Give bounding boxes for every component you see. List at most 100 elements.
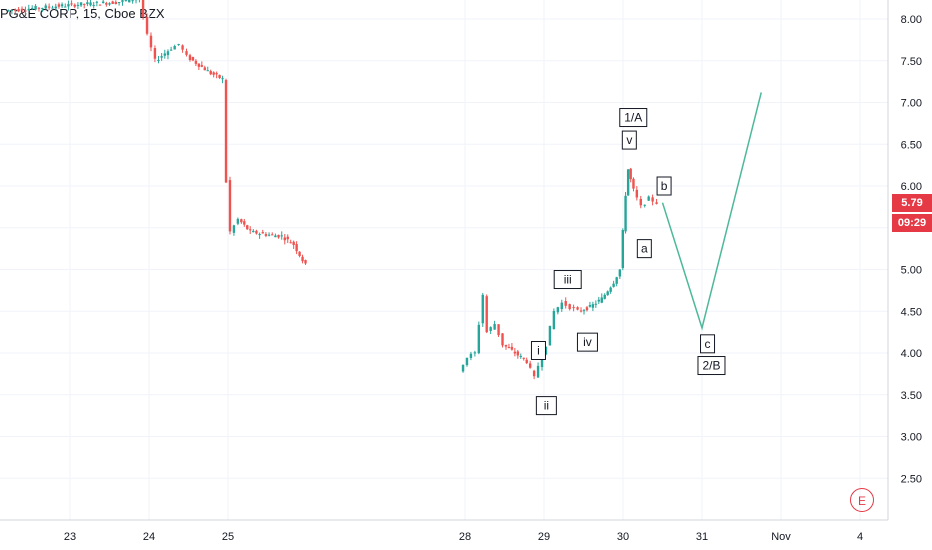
candle-body [76,4,80,6]
candle-body [461,364,465,372]
candle-body [221,78,224,80]
time-tick-label: 25 [222,531,234,543]
wave-label[interactable]: a [636,239,652,259]
candle-body [504,344,508,347]
wave-label[interactable]: iv [576,332,598,352]
candle-body [64,6,67,8]
candle-body [169,49,173,51]
candle-body [54,6,57,9]
candle-body [27,8,31,11]
candle-body [588,305,592,307]
candle-body [141,0,145,17]
time-tick-label: 29 [538,531,550,543]
candle-body [497,324,500,336]
candle-body [117,2,121,4]
wave-label-box [553,270,582,290]
wave-label[interactable]: v [621,130,637,150]
candle-body [30,8,34,10]
price-tick-label: 4.50 [901,306,922,318]
candle-body [536,365,540,378]
price-axis[interactable]: 8.007.507.006.506.005.505.004.504.003.50… [901,14,922,485]
candle-body [603,294,606,299]
time-tick-label: 30 [617,531,629,543]
candle-body [60,4,64,7]
wave-label[interactable]: i [530,340,546,360]
time-tick-label: 4 [857,531,863,543]
candle-body [489,327,492,331]
candle-body [153,48,157,59]
candle-body [114,1,118,5]
candle-body [160,56,163,58]
candle-body [47,6,51,8]
time-axis[interactable]: 23242528293031Nov456 [64,531,932,543]
candle-body [197,63,201,67]
candle-body [261,232,264,234]
candle-body [232,225,236,233]
wave-projection-line[interactable] [661,92,762,331]
candle-body [289,242,292,244]
price-tick-label: 2.50 [901,473,922,485]
price-tick-label: 3.00 [901,432,922,444]
candle-body [243,221,246,225]
candle-body [609,287,612,292]
wave-label-box [656,176,672,196]
candle-body [481,294,484,324]
candle-body [528,363,532,368]
candle-body [600,297,603,303]
candle-body [635,189,639,198]
wave-label[interactable]: 2/B [697,356,726,376]
wave-label[interactable]: iii [553,270,582,290]
candle-body [218,74,221,79]
candle-body [67,4,70,7]
candle-body [579,310,583,312]
candle-body [252,230,255,233]
candle-body [191,57,195,61]
candle-body [200,65,204,67]
candle-body [469,353,473,358]
grid-lines [0,0,888,520]
candle-body [639,198,642,206]
candle-body [544,346,548,355]
candle-body [131,0,134,2]
candle-body [14,9,17,11]
time-tick-label: 28 [459,531,471,543]
candle-body [513,351,517,354]
wave-label[interactable]: b [656,176,672,196]
candle-body [274,235,277,238]
candle-body [582,310,586,312]
earnings-icon[interactable]: E [850,488,874,512]
candle-body [95,1,99,3]
candle-body [295,244,298,252]
candle-body [188,55,192,61]
candle-body [34,5,37,10]
candle-body [493,323,496,330]
candle-body [632,178,635,189]
candle-body [560,302,563,310]
candle-body [292,241,295,245]
candle-body [73,4,76,7]
bar-countdown-badge: 09:29 [892,214,932,232]
candle-body [267,234,271,236]
candle-body [304,259,307,264]
time-tick-label: 23 [64,531,76,543]
candle-body [20,8,24,11]
time-tick-label: 31 [696,531,708,543]
candle-body [615,277,618,284]
wave-label-box [621,130,637,150]
candle-body [173,46,176,50]
candle-body [209,71,212,75]
candle-body [157,60,160,62]
candle-body [83,3,86,5]
candle-body [215,73,218,75]
candle-body [44,5,47,9]
candle-body [568,304,571,310]
wave-label[interactable]: ii [535,396,557,416]
wave-label[interactable]: 1/A [619,108,648,128]
candle-body [564,301,567,306]
candle-body [556,307,560,313]
candle-body [585,307,589,311]
wave-label-text: c [705,337,711,351]
wave-label[interactable]: c [700,334,716,354]
candle-body [37,7,41,9]
